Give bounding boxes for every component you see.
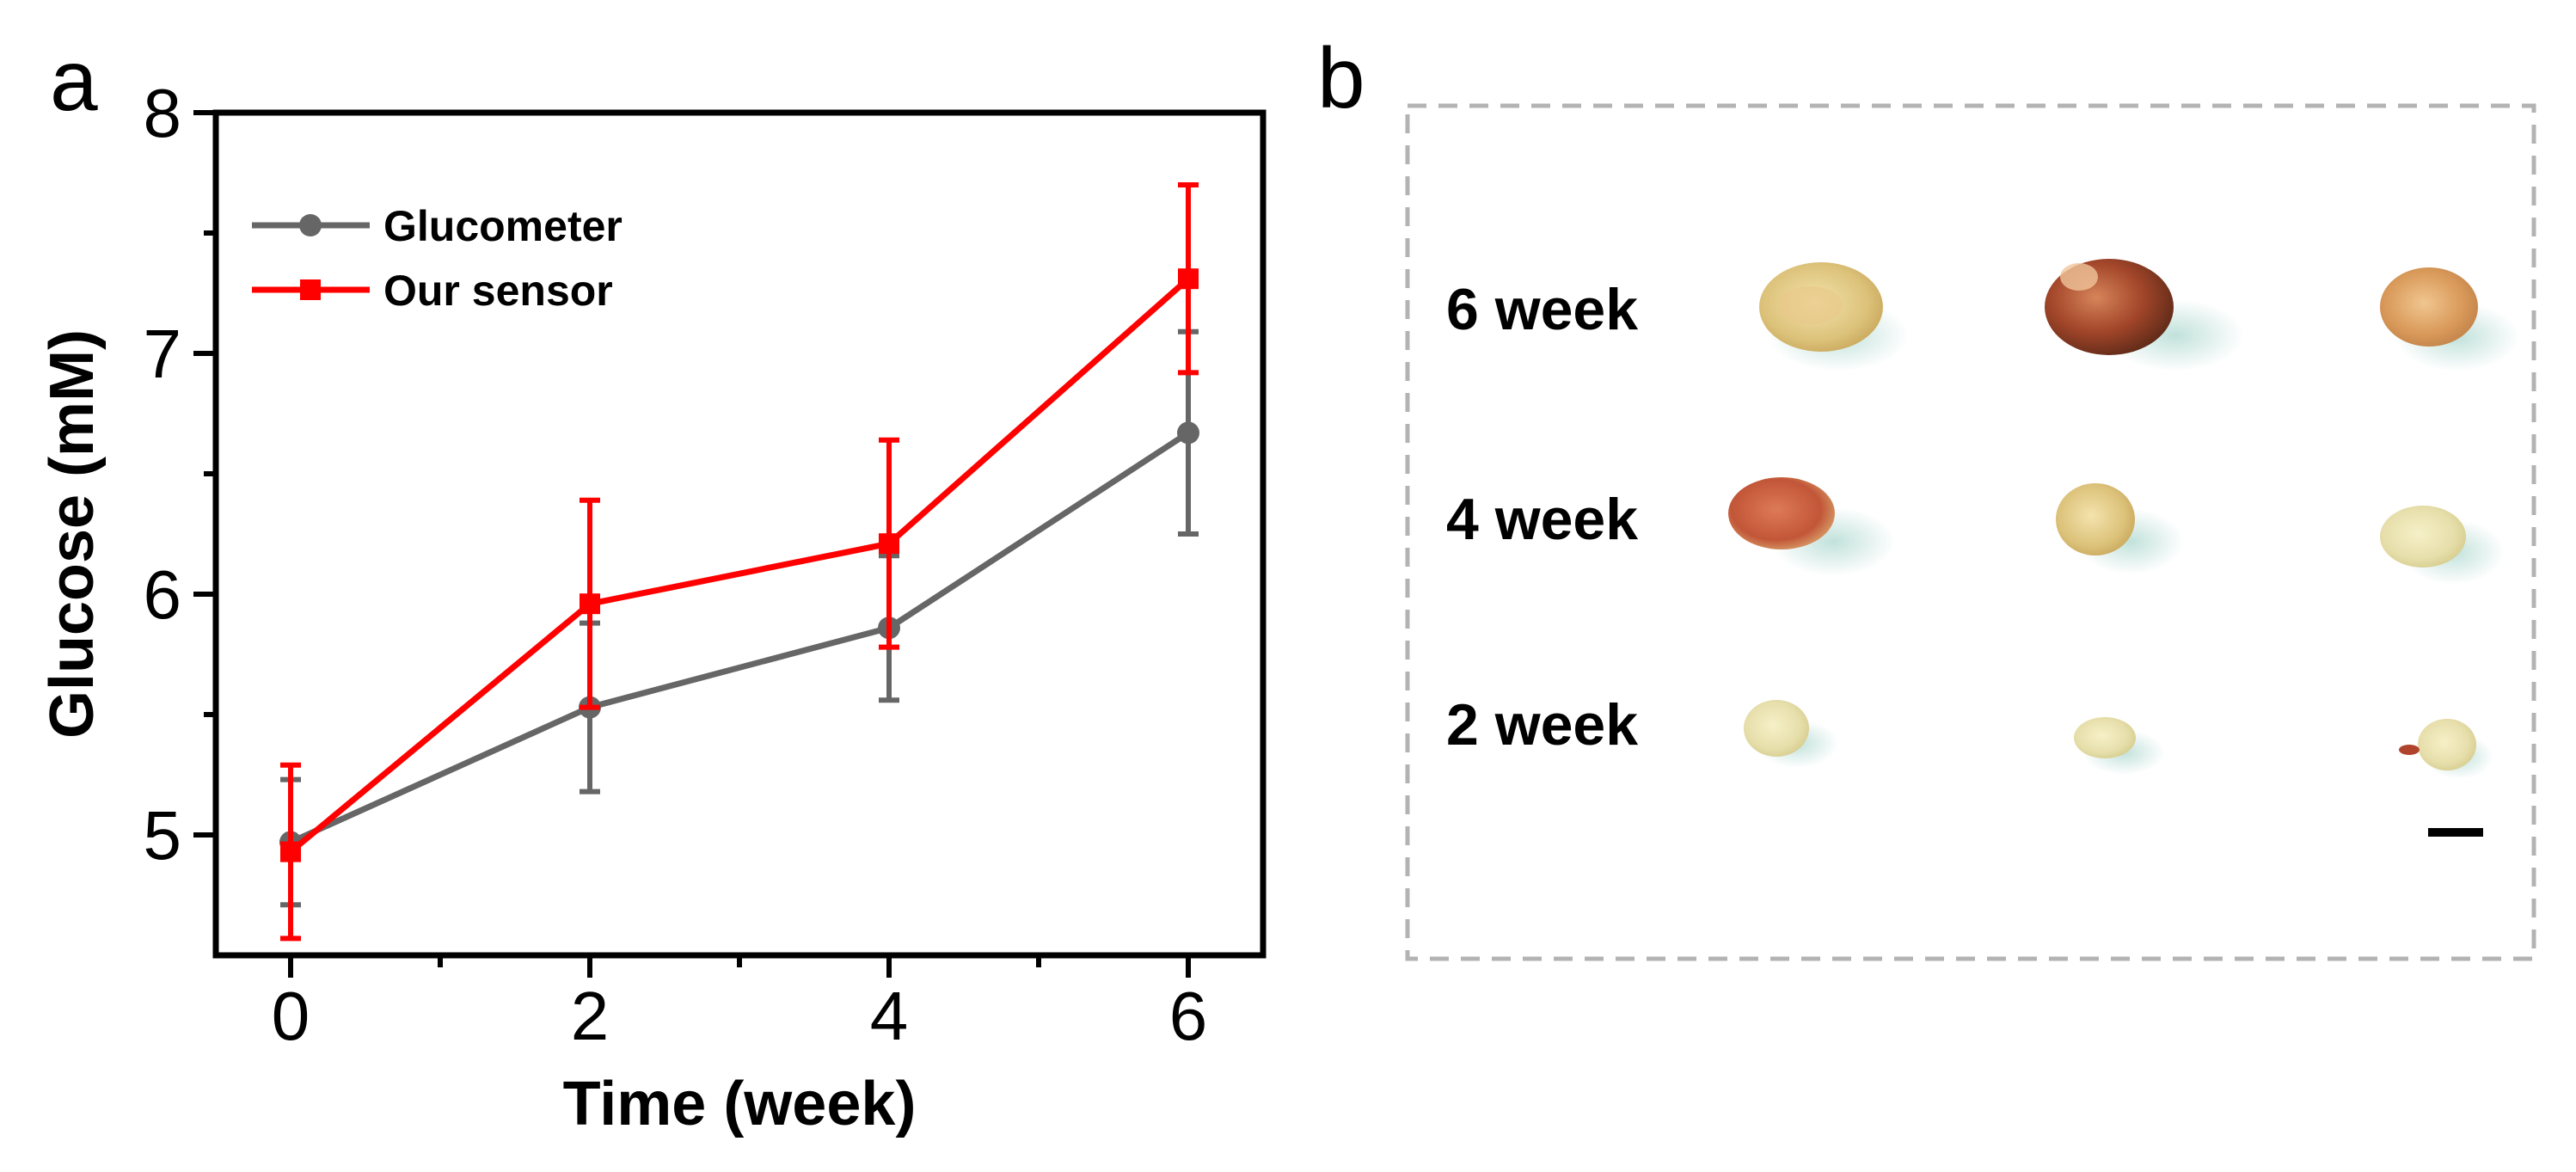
- y-tick-label: 5: [144, 797, 182, 874]
- x-tick-label: 6: [1169, 978, 1208, 1054]
- x-tick-label: 4: [870, 978, 909, 1054]
- legend-item-glucometer: Glucometer: [252, 202, 623, 250]
- legend-label: Our sensor: [383, 267, 613, 315]
- y-tick-label: 6: [144, 556, 182, 633]
- row-label-2-week: 2 week: [1446, 692, 1638, 758]
- panel-b-letter: b: [1317, 30, 1365, 126]
- legend: Glucometer Our sensor: [252, 202, 623, 315]
- legend-item-our-sensor: Our sensor: [252, 267, 613, 315]
- tissue-sample-2w-1: [1744, 700, 1838, 768]
- tissue-sample-4w-1: [1728, 477, 1895, 576]
- x-axis: 0 2 4 6: [272, 955, 1208, 1054]
- row-label-4-week: 4 week: [1446, 487, 1638, 552]
- tissue-photo-panel: 6 week 4 week 2 week: [1405, 103, 2536, 961]
- series-layer: [279, 182, 1199, 942]
- dashed-border: [1405, 103, 2536, 961]
- series-line: [289, 430, 1190, 845]
- row-label-6-week: 6 week: [1446, 277, 1638, 342]
- tissue-sample-6w-1: [1759, 262, 1909, 371]
- series-our-sensor: [280, 182, 1199, 942]
- tissue-sample-4w-3: [2380, 506, 2505, 585]
- glucose-line-chart: 0 2 4 6 5 6 7 8 Time (week) Glucose (mM) Gluco…: [38, 75, 1267, 1138]
- data-point: [1178, 268, 1199, 290]
- data-point: [1177, 421, 1199, 445]
- x-tick-label: 2: [571, 978, 610, 1054]
- series-line: [288, 276, 1191, 855]
- data-point: [280, 841, 301, 862]
- tissue-sample-2w-2: [2074, 717, 2165, 775]
- legend-marker: [299, 214, 322, 236]
- x-axis-title: Time (week): [563, 1070, 917, 1138]
- data-point: [879, 533, 899, 555]
- y-tick-label: 7: [144, 316, 182, 392]
- tissue-sample-2w-3: [2399, 719, 2493, 779]
- panel-a-letter: a: [50, 33, 98, 129]
- legend-marker: [300, 279, 321, 300]
- tissue-sample-6w-3: [2380, 267, 2519, 371]
- data-point: [580, 593, 600, 615]
- series-glucometer: [279, 328, 1199, 908]
- tissue-sample-6w-2: [2045, 259, 2244, 371]
- tissue-sample-4w-2: [2056, 483, 2184, 574]
- y-axis: 5 6 7 8: [144, 75, 216, 874]
- x-tick-label: 0: [272, 978, 310, 1054]
- plot-frame: [212, 109, 1267, 959]
- y-tick-label: 8: [144, 75, 182, 151]
- y-axis-title: Glucose (mM): [38, 329, 107, 739]
- legend-label: Glucometer: [383, 202, 623, 250]
